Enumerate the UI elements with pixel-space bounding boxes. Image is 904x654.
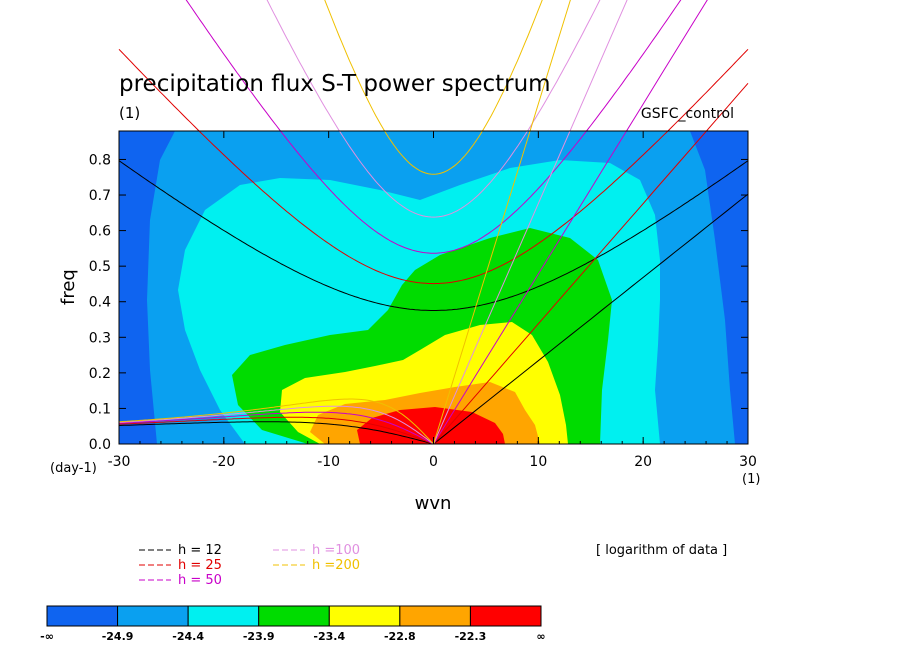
axes: -30 -20 -10 0 10 20 30 0.0 0.1 0.2 0.3 0.4 0.5 0.6 0.7… [89,131,757,470]
dispersion-curve-h50-rossby [118,411,434,444]
y-tick-label: 0.5 [89,259,111,275]
dispersion-curve-h100-kelvin [433,0,628,444]
colorbar-swatch [187,605,260,627]
dispersion-curve-h200-ig [324,0,543,175]
dispersion-curve-h50-ig [185,0,682,254]
legend-label: h =200 [312,558,360,573]
colorbar-label: ∞ [536,630,545,643]
legend-label: h = 12 [178,543,222,558]
y-axis-label: freq [58,269,79,305]
y-tick-label: 0.3 [89,330,111,346]
colorbar-swatch [46,605,119,627]
colorbar-label: -24.9 [102,630,134,643]
colorbar-swatch [117,605,189,627]
colorbar-swatch [399,605,471,627]
x-axis-label: wvn [415,493,452,514]
colorbar-label: -23.9 [243,630,275,643]
legend-label: h = 25 [178,558,222,573]
y-tick-label: 0.7 [89,188,111,204]
colorbar-label: -22.8 [384,630,416,643]
dispersion-curve-h100-rossby [118,405,434,444]
x-tick-label: -20 [212,454,235,470]
data-note: [ logarithm of data ] [596,543,727,558]
dispersion-curve-h200-kelvin [433,0,571,444]
colorbar-label: -22.3 [455,630,487,643]
colorbar-label: -∞ [40,630,54,643]
dispersion-curve-h25-ig [118,48,749,285]
colorbar: -∞ -24.9 -24.4 -23.9 -23.4 -22.8 -22.3 ∞ [40,605,546,643]
y-tick-label: 0.2 [89,366,111,382]
dispersion-curve-h100-ig [266,0,601,218]
title-units: (1) [119,104,140,122]
y-tick-label: 0.4 [89,295,111,311]
x-tick-label: 0 [429,454,438,470]
contour-fills [119,131,748,444]
dispersion-curve-h12-kelvin [433,193,749,444]
legend-label: h = 50 [178,573,222,588]
colorbar-swatch [469,605,542,627]
colorbar-label: -24.4 [172,630,204,643]
x-tick-label: 30 [739,454,757,470]
dispersion-curve-h25-kelvin [433,82,749,444]
chart-title: precipitation flux S-T power spectrum [119,71,551,97]
y-tick-label: 0.1 [89,401,111,417]
x-tick-label: 20 [634,454,652,470]
y-axis-units: (day-1) [50,461,97,476]
dispersion-curve-h50-kelvin [433,0,708,444]
dispersion-curves [118,0,749,444]
colorbar-label: -23.4 [313,630,345,643]
x-axis-units: (1) [742,472,760,487]
x-tick-label: 10 [529,454,547,470]
x-tick-label: -10 [317,454,340,470]
y-tick-label: 0.8 [89,152,111,168]
dispersion-curve-h200-rossby [118,398,434,444]
dispersion-curve-h12-ig [118,160,749,311]
run-label: GSFC_control [641,106,734,122]
colorbar-swatch [258,605,330,627]
colorbar-swatch [328,605,401,627]
x-tick-label: -30 [108,454,131,470]
y-tick-label: 0.6 [89,224,111,240]
dispersion-curve-h25-rossby [118,416,434,444]
dispersion-curve-h12-rossby [118,421,434,444]
y-tick-label: 0.0 [89,437,111,453]
legend-label: h =100 [312,543,360,558]
